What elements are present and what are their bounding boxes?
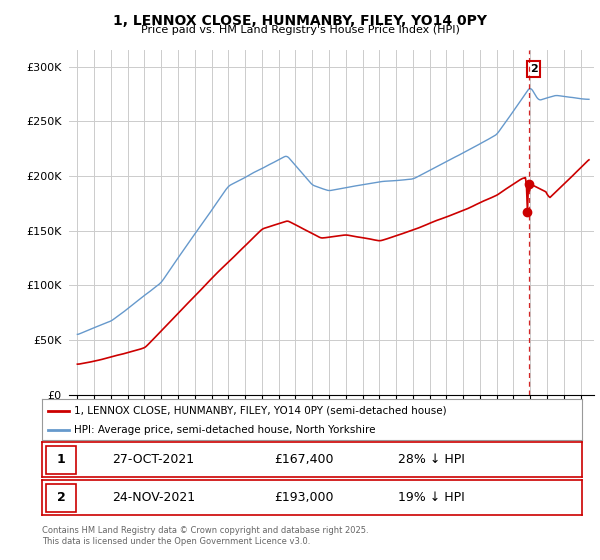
FancyBboxPatch shape [46, 446, 76, 474]
Text: 24-NOV-2021: 24-NOV-2021 [112, 491, 196, 505]
Text: 28% ↓ HPI: 28% ↓ HPI [398, 453, 465, 466]
FancyBboxPatch shape [46, 484, 76, 512]
Text: Price paid vs. HM Land Registry's House Price Index (HPI): Price paid vs. HM Land Registry's House … [140, 25, 460, 35]
Text: 2: 2 [530, 64, 538, 74]
Text: 1, LENNOX CLOSE, HUNMANBY, FILEY, YO14 0PY (semi-detached house): 1, LENNOX CLOSE, HUNMANBY, FILEY, YO14 0… [74, 405, 447, 416]
Text: 1, LENNOX CLOSE, HUNMANBY, FILEY, YO14 0PY: 1, LENNOX CLOSE, HUNMANBY, FILEY, YO14 0… [113, 14, 487, 28]
Text: 19% ↓ HPI: 19% ↓ HPI [398, 491, 465, 505]
Text: £193,000: £193,000 [274, 491, 334, 505]
Text: Contains HM Land Registry data © Crown copyright and database right 2025.
This d: Contains HM Land Registry data © Crown c… [42, 526, 368, 546]
Text: 1: 1 [56, 453, 65, 466]
Text: HPI: Average price, semi-detached house, North Yorkshire: HPI: Average price, semi-detached house,… [74, 425, 376, 435]
Text: 2: 2 [56, 491, 65, 505]
Text: £167,400: £167,400 [274, 453, 334, 466]
Text: 27-OCT-2021: 27-OCT-2021 [112, 453, 194, 466]
